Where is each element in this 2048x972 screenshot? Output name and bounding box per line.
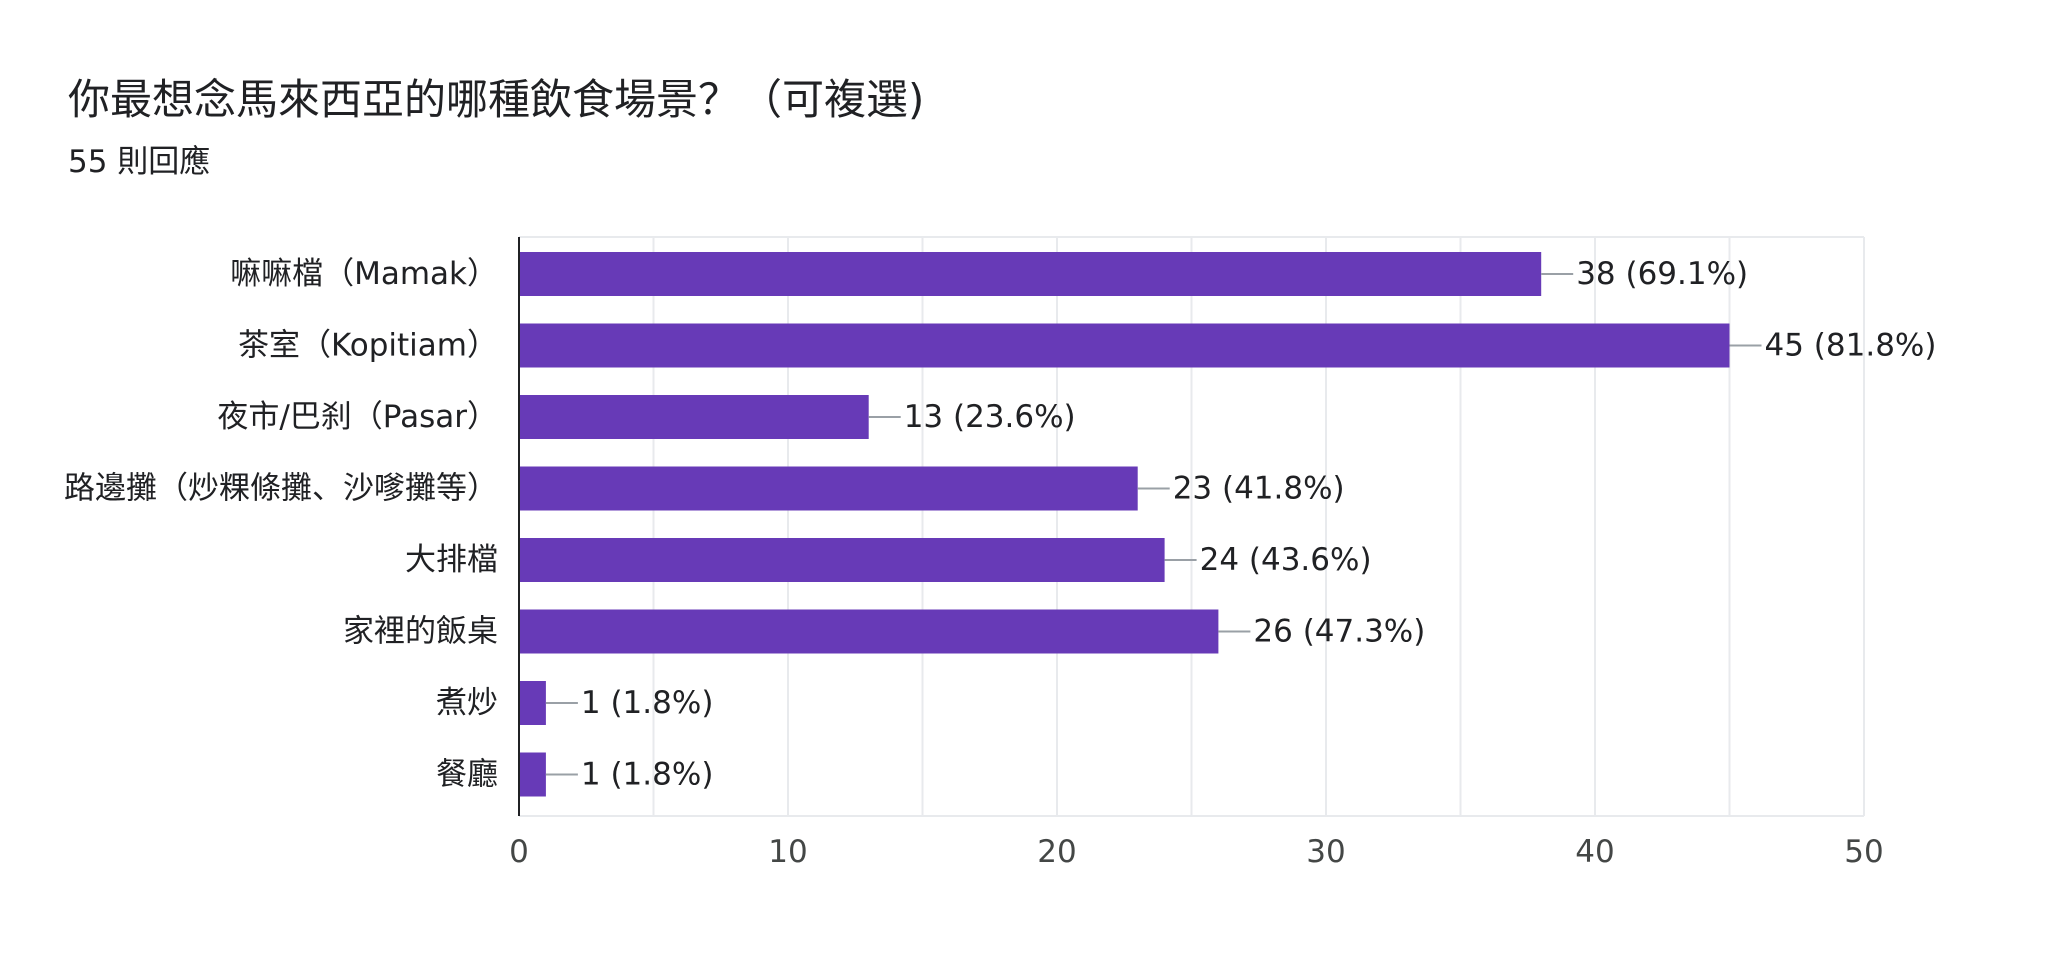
bar [519, 752, 546, 797]
value-label: 1 (1.8%) [581, 757, 714, 793]
bar [519, 466, 1138, 511]
x-tick-label: 40 [1575, 834, 1614, 870]
category-label: 煮炒 [436, 685, 498, 721]
category-label: 茶室（Kopitiam） [238, 328, 498, 364]
labels: 38 (69.1%) 嘛嘛檔（Mamak） 45 (81.8%) 茶室（Kopitia… [64, 256, 1936, 793]
axes: 0 10 20 30 40 50 [509, 237, 1884, 870]
bar [519, 395, 869, 439]
chart-title: 你最想念馬來西亞的哪種飲食場景？（可複選) [68, 75, 925, 124]
x-tick-label: 0 [509, 834, 529, 870]
bar [519, 252, 1542, 296]
category-label: 家裡的飯桌 [343, 614, 498, 650]
x-tick-label: 30 [1306, 834, 1345, 870]
category-label: 夜市/巴刹（Pasar） [217, 399, 498, 435]
bar [519, 681, 546, 725]
bars [519, 252, 1730, 797]
category-label: 嘛嘛檔（Mamak） [230, 256, 498, 292]
category-label: 餐廳 [436, 757, 498, 793]
bar [519, 538, 1165, 582]
value-label: 13 (23.6%) [904, 399, 1076, 435]
bar [519, 609, 1219, 654]
value-label: 23 (41.8%) [1173, 471, 1345, 507]
x-tick-label: 10 [768, 834, 807, 870]
value-label: 24 (43.6%) [1200, 542, 1372, 578]
value-label: 1 (1.8%) [581, 685, 714, 721]
x-tick-label: 20 [1037, 834, 1076, 870]
value-label: 45 (81.8%) [1765, 328, 1937, 364]
x-tick-label: 50 [1844, 834, 1883, 870]
response-count: 55 則回應 [68, 144, 211, 180]
bar [519, 323, 1730, 368]
category-label: 大排檔 [405, 542, 498, 578]
category-label: 路邊攤（炒粿條攤、沙嗲攤等） [64, 471, 498, 507]
value-label: 26 (47.3%) [1253, 614, 1425, 650]
value-label: 38 (69.1%) [1576, 256, 1748, 292]
